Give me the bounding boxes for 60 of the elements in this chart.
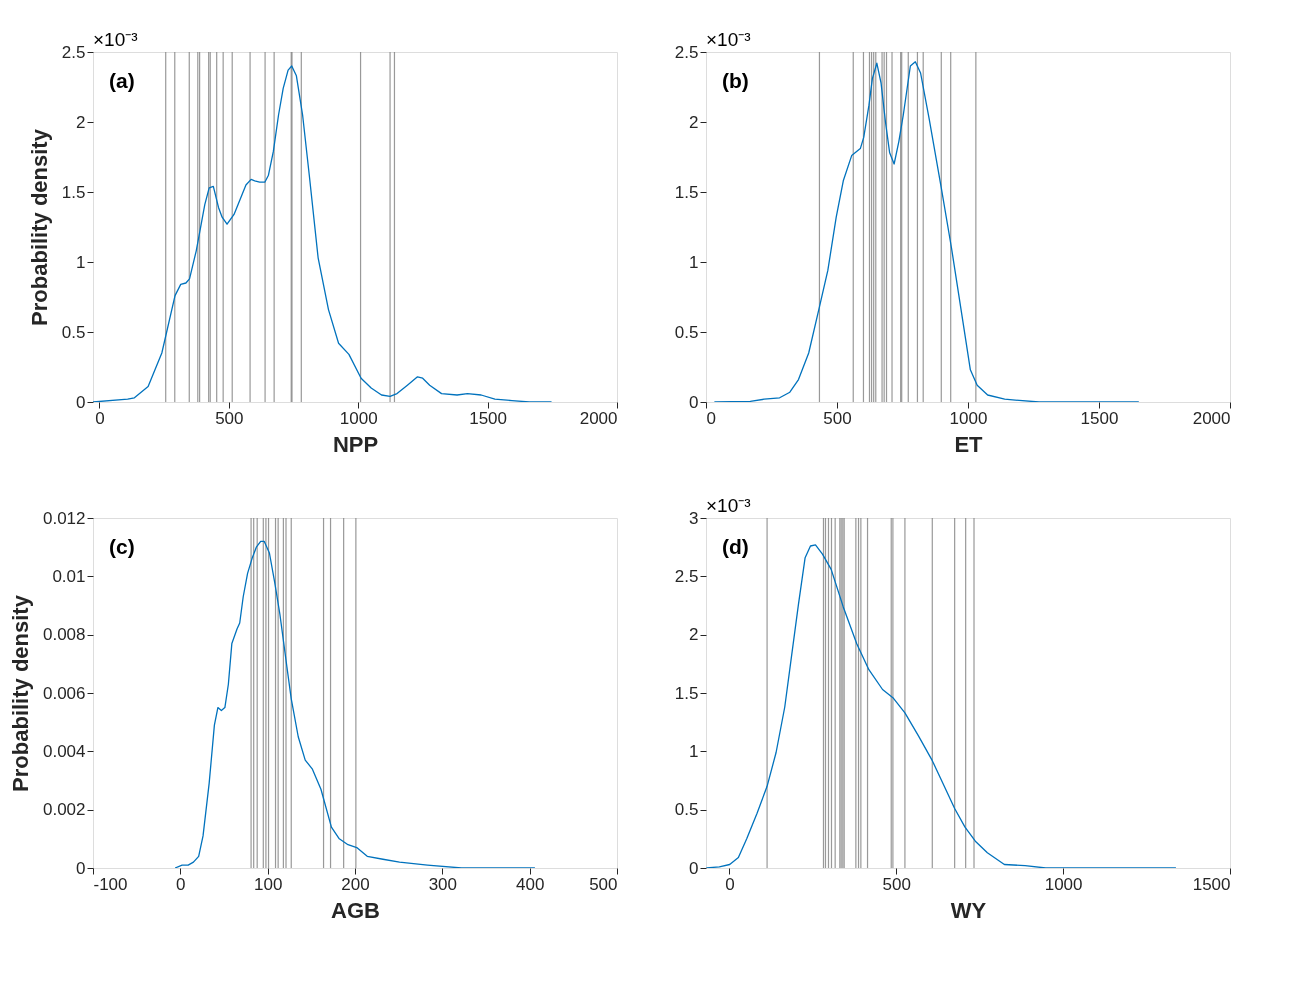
x-tick-label: 300 <box>428 874 458 894</box>
y-tick-label: 0.5 <box>674 322 699 342</box>
y-tick-label: 0.5 <box>674 800 699 820</box>
x-tick-label: 1000 <box>949 408 988 428</box>
y-tick-label: 0.01 <box>52 566 86 586</box>
y-tick-label: 2 <box>689 625 699 645</box>
x-tick-label: 2000 <box>579 408 618 428</box>
x-tick-label: 1000 <box>1044 874 1083 894</box>
x-tick-label: -100 <box>93 874 128 894</box>
x-tick-label: 0 <box>706 408 716 428</box>
y-tick-label: 0 <box>76 392 86 412</box>
x-tick-label: 0 <box>176 874 186 894</box>
y-tick-label: 0 <box>689 392 699 412</box>
y-tick-label: 1 <box>689 252 699 272</box>
y-tick-label: 0.5 <box>61 322 86 342</box>
x-axis-title: WY <box>950 897 987 923</box>
y-tick-label: 2.5 <box>674 566 699 586</box>
y-tick-label: 0.004 <box>42 741 86 761</box>
x-tick-label: 0 <box>95 408 105 428</box>
x-tick-label: 1500 <box>1192 874 1231 894</box>
text: ×10⁻³ <box>93 29 138 50</box>
y-tick-label: 1 <box>689 741 699 761</box>
y-tick-label: 3 <box>689 508 699 528</box>
y-tick-label: 0.008 <box>42 625 86 645</box>
y-axis-title: Probability density <box>7 594 33 792</box>
annotation: (b) <box>722 69 749 92</box>
y-tick-label: 2 <box>689 112 699 132</box>
text: ×10⁻³ <box>706 495 751 516</box>
y-tick-label: 0.002 <box>42 800 86 820</box>
y-tick-label: 1.5 <box>674 182 699 202</box>
y-tick-label: 2.5 <box>61 42 86 62</box>
y-tick-label: 1.5 <box>674 683 699 703</box>
x-axis-title: NPP <box>332 431 379 457</box>
x-tick-label: 400 <box>515 874 545 894</box>
x-tick-label: 500 <box>215 408 244 428</box>
x-tick-label: 500 <box>882 874 911 894</box>
x-tick-label: 0 <box>725 874 735 894</box>
y-tick-label: 1 <box>76 252 86 272</box>
x-tick-label: 500 <box>823 408 852 428</box>
x-tick-label: 1500 <box>1080 408 1119 428</box>
y-tick-label: 2.5 <box>674 42 699 62</box>
y-tick-label: 0 <box>689 858 699 878</box>
y-tick-label: 1.5 <box>61 182 86 202</box>
x-tick-label: 2000 <box>1192 408 1231 428</box>
y-tick-label: 2 <box>76 112 86 132</box>
text: ×10⁻³ <box>706 29 751 50</box>
x-tick-label: 500 <box>589 874 618 894</box>
x-tick-label: 200 <box>341 874 370 894</box>
y-tick-label: 0.012 <box>42 508 86 528</box>
x-axis-title: ET <box>954 431 984 457</box>
y-tick-label: 0 <box>76 858 86 878</box>
annotation: (a) <box>109 69 135 92</box>
annotation: (d) <box>722 535 749 558</box>
x-tick-label: 1000 <box>339 408 378 428</box>
x-tick-label: 100 <box>253 874 283 894</box>
annotation: (c) <box>109 535 135 558</box>
y-axis-title: Probability density <box>26 128 52 326</box>
x-axis-title: AGB <box>331 897 380 923</box>
y-tick-label: 0.006 <box>42 683 86 703</box>
x-tick-label: 1500 <box>469 408 508 428</box>
